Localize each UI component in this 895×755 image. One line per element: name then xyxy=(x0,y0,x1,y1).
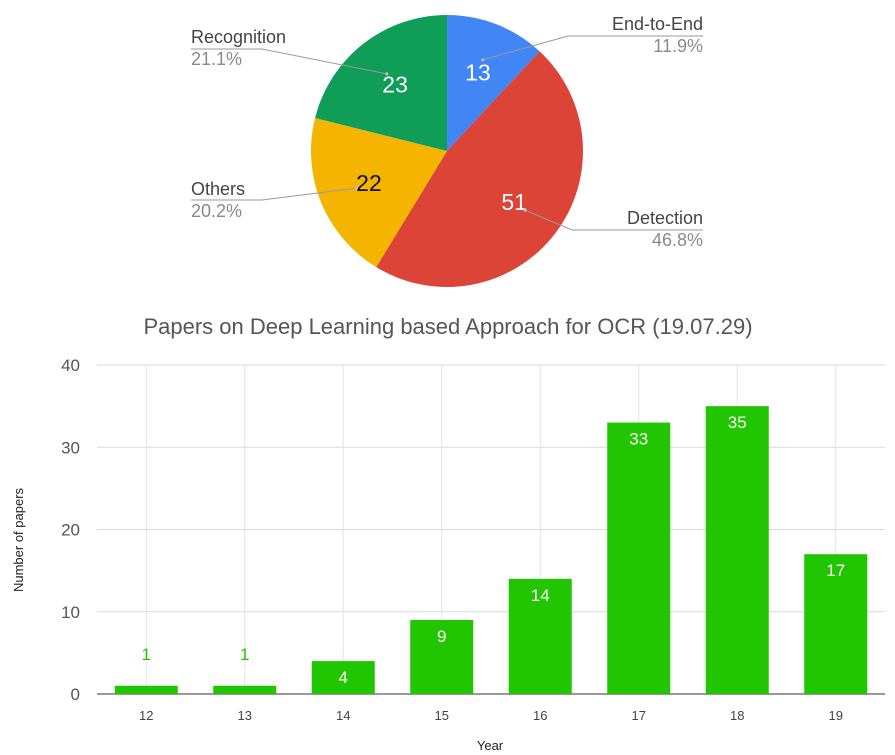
x-tick-label-14: 14 xyxy=(336,708,350,723)
pie-value-end-to-end: 13 xyxy=(465,60,491,86)
pie-percent-recognition: 21.1% xyxy=(191,49,242,69)
bar-12 xyxy=(114,685,178,694)
x-tick-label-12: 12 xyxy=(139,708,153,723)
pie-value-detection: 51 xyxy=(501,189,527,215)
pie-leader-recognition xyxy=(191,48,387,75)
pie-value-others: 22 xyxy=(356,170,382,196)
bar-17 xyxy=(607,422,671,694)
pie-slice-end-to-end xyxy=(447,15,540,151)
x-tick-label-17: 17 xyxy=(632,708,646,723)
x-axis-ticks: 12 13 14 15 16 17 18 19 xyxy=(139,708,843,723)
pie-label-recognition: Recognition xyxy=(191,27,286,47)
bar-19 xyxy=(804,554,868,694)
bar-value-label-16: 14 xyxy=(531,586,550,605)
bar-15 xyxy=(410,619,474,694)
y-tick-label-0: 0 xyxy=(71,685,80,704)
pie-value-recognition: 23 xyxy=(382,72,408,98)
y-tick-label-10: 10 xyxy=(61,603,80,622)
bar-value-label-13: 1 xyxy=(240,645,249,664)
bar-13 xyxy=(213,685,277,694)
pie-label-detection: Detection xyxy=(627,208,703,228)
pie-percent-end-to-end: 11.9% xyxy=(653,36,703,56)
y-tick-label-40: 40 xyxy=(61,356,80,375)
pie-leader-others xyxy=(191,187,357,201)
x-tick-label-15: 15 xyxy=(435,708,449,723)
x-tick-label-18: 18 xyxy=(730,708,744,723)
y-tick-label-30: 30 xyxy=(61,438,80,457)
pie-leader-detection xyxy=(524,209,703,231)
bar-value-label-12: 1 xyxy=(142,645,151,664)
pie-label-others: Others xyxy=(191,179,245,199)
x-tick-label-19: 19 xyxy=(829,708,843,723)
pie-leader-end-to-end xyxy=(482,35,703,61)
bar-16 xyxy=(508,578,572,694)
bar-chart: Papers on Deep Learning based Approach f… xyxy=(11,314,885,753)
y-axis-label: Number of papers xyxy=(11,487,26,592)
bar-value-label-15: 9 xyxy=(437,627,446,646)
bar-14 xyxy=(311,661,375,694)
x-tick-label-16: 16 xyxy=(533,708,547,723)
x-tick-label-13: 13 xyxy=(238,708,252,723)
pie-leader-dot-end-to-end xyxy=(481,58,485,62)
y-tick-label-20: 20 xyxy=(61,521,80,540)
bar-value-label-17: 33 xyxy=(629,430,648,449)
pie-slice-recognition xyxy=(315,15,447,151)
x-axis-label: Year xyxy=(477,738,504,753)
bar-18 xyxy=(705,406,769,694)
bar-value-label-18: 35 xyxy=(728,413,747,432)
pie-leader-dot-recognition xyxy=(385,72,389,76)
pie-leader-dot-others xyxy=(354,186,358,190)
pie-slice-detection xyxy=(376,51,584,288)
y-axis-ticks: 0 10 20 30 40 xyxy=(61,356,80,704)
pie-slice-others xyxy=(311,118,447,268)
bar-chart-title: Papers on Deep Learning based Approach f… xyxy=(143,314,752,339)
bar-value-label-14: 4 xyxy=(339,668,348,687)
pie-percent-others: 20.2% xyxy=(191,201,242,221)
bar-value-label-19: 17 xyxy=(826,561,845,580)
pie-percent-detection: 46.8% xyxy=(652,230,703,250)
pie-leader-dot-detection xyxy=(523,208,527,212)
pie-label-end-to-end: End-to-End xyxy=(612,14,703,34)
